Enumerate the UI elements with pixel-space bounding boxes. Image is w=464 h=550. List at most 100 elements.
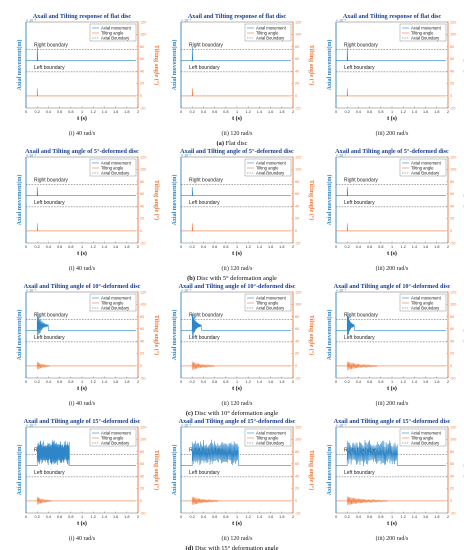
right-tick-label: 120 (140, 425, 146, 429)
axis-exponent-label: × 10⁻³ (26, 424, 37, 428)
axis-exponent-label: × 10⁻³ (26, 289, 37, 293)
axis-exponent-label: × 10⁻³ (181, 154, 192, 158)
x-tick-label: 0.4 (356, 515, 361, 519)
axis-exponent-label: × 10⁻³ (336, 424, 347, 428)
x-tick-label: 1.8 (434, 110, 439, 114)
x-tick-label: 1.6 (423, 245, 428, 249)
y-axis-label-right: Tilting angle (°) (153, 450, 160, 490)
chart-title: Axail and Tilting response of flat disc (188, 13, 287, 20)
legend-entry: Axial movement (101, 160, 132, 165)
tilting-angle-series (336, 223, 446, 232)
x-tick-label: 0.2 (190, 515, 195, 519)
x-tick-label: 0.2 (345, 515, 350, 519)
x-tick-label: 0.6 (212, 245, 217, 249)
right-tick-label: 20 (450, 82, 454, 86)
right-tick-label: -20 (450, 376, 456, 380)
x-axis-label: t (s) (387, 520, 397, 527)
panel-sublabel: (iii) 200 rad/s (376, 535, 409, 542)
right-tick-label: 80 (295, 45, 299, 49)
x-tick-label: 1.4 (412, 110, 417, 114)
legend-entry: Axial movement (411, 160, 442, 165)
axis-exponent-label: × 10⁻³ (181, 289, 192, 293)
legend-entry: Axial movement (411, 430, 442, 435)
y-axis-label-left: Axial movement(m) (16, 40, 23, 91)
left-boundary-annotation: Left boundary (344, 65, 375, 71)
right-tick-label: 100 (140, 438, 146, 442)
y-axis-label-left: Axial movement(m) (16, 310, 23, 361)
x-tick-label: 0.6 (212, 515, 217, 519)
right-tick-label: 60 (140, 192, 144, 196)
right-tick-label: 20 (295, 352, 299, 356)
x-tick-label: 0.4 (46, 515, 51, 519)
x-tick-label: 0.2 (35, 245, 40, 249)
axial-movement-series (336, 46, 446, 61)
y-axis-label-right: Tilting angle (°) (308, 315, 315, 355)
axis-exponent-label: × 10⁻³ (181, 424, 192, 428)
x-tick-label: 0 (25, 245, 27, 249)
legend-entry: Tilting angle (411, 300, 434, 305)
x-tick-label: 0 (335, 245, 337, 249)
x-tick-label: 2 (447, 245, 449, 249)
legend-entry: Tilting angle (411, 30, 434, 35)
x-tick-label: 0.8 (68, 380, 73, 384)
axis-exponent-label: × 10⁻³ (336, 19, 347, 23)
right-boundary-annotation: Right boundary (344, 43, 378, 49)
axial-movement-series (181, 46, 291, 61)
right-tick-label: 60 (450, 462, 454, 466)
legend-entry: Tilting angle (101, 435, 124, 440)
left-boundary-annotation: Left boundary (344, 335, 375, 341)
x-tick-label: 1.6 (113, 515, 118, 519)
y-axis-label-left: Axial movement(m) (171, 175, 178, 226)
y-axis-label-right: Tilting angle (°) (308, 45, 315, 85)
axis-exponent-label: × 10⁻³ (26, 19, 37, 23)
x-tick-label: 1.8 (124, 380, 129, 384)
right-tick-label: 40 (295, 69, 299, 73)
right-tick-label: 100 (295, 168, 301, 172)
chart-title: Axail and Tilting angle of 15°-deformed … (24, 418, 141, 425)
x-tick-label: 1.6 (113, 110, 118, 114)
x-tick-label: 0.2 (190, 245, 195, 249)
x-tick-label: 1.6 (268, 245, 273, 249)
x-tick-label: 1.4 (257, 380, 262, 384)
right-tick-label: 80 (140, 315, 144, 319)
x-tick-label: 1.2 (401, 380, 406, 384)
right-tick-label: 40 (140, 339, 144, 343)
x-tick-label: 0.6 (57, 110, 62, 114)
x-tick-label: 0.2 (190, 380, 195, 384)
tilting-angle-series (336, 496, 446, 506)
left-boundary-annotation: Left boundary (34, 335, 65, 341)
x-axis-label: t (s) (232, 115, 242, 122)
right-tick-label: 0 (450, 499, 452, 503)
x-tick-label: 1.4 (257, 245, 262, 249)
right-tick-label: 100 (295, 438, 301, 442)
right-tick-label: 120 (295, 155, 301, 159)
y-axis-label-left: Axial movement(m) (171, 445, 178, 496)
x-tick-label: 0.6 (212, 110, 217, 114)
right-tick-label: 100 (140, 303, 146, 307)
axis-exponent-label: × 10⁻³ (336, 154, 347, 158)
legend-entry: Tilting angle (256, 165, 279, 170)
x-tick-label: 0.4 (46, 380, 51, 384)
tilting-angle-series (336, 88, 446, 97)
right-tick-label: 20 (295, 217, 299, 221)
right-boundary-annotation: Right boundary (34, 178, 68, 184)
x-tick-label: 1 (391, 245, 393, 249)
panel-sublabel: (i) 40 rad/s (69, 535, 96, 542)
right-tick-label: -20 (295, 241, 301, 245)
right-tick-label: 120 (140, 155, 146, 159)
y-axis-label-left: Axial movement(m) (171, 40, 178, 91)
panel-sublabel: (ii) 120 rad/s (222, 130, 254, 137)
right-tick-label: 60 (295, 192, 299, 196)
panel-sublabel: (ii) 120 rad/s (222, 535, 254, 542)
legend-entry: Axial movement (101, 295, 132, 300)
right-tick-label: 20 (450, 352, 454, 356)
x-tick-label: 1.8 (279, 380, 284, 384)
chart-title: Axail and Tilting response of flat disc (33, 13, 132, 20)
right-tick-label: 0 (295, 499, 297, 503)
x-tick-label: 1.2 (91, 110, 96, 114)
right-tick-label: -20 (140, 511, 146, 515)
chart-title: Axail and Tilting angle of 10°-deformed … (334, 283, 451, 290)
legend-entry: Axial Boundary (411, 170, 440, 175)
axis-exponent-label: × 10⁻³ (26, 154, 37, 158)
